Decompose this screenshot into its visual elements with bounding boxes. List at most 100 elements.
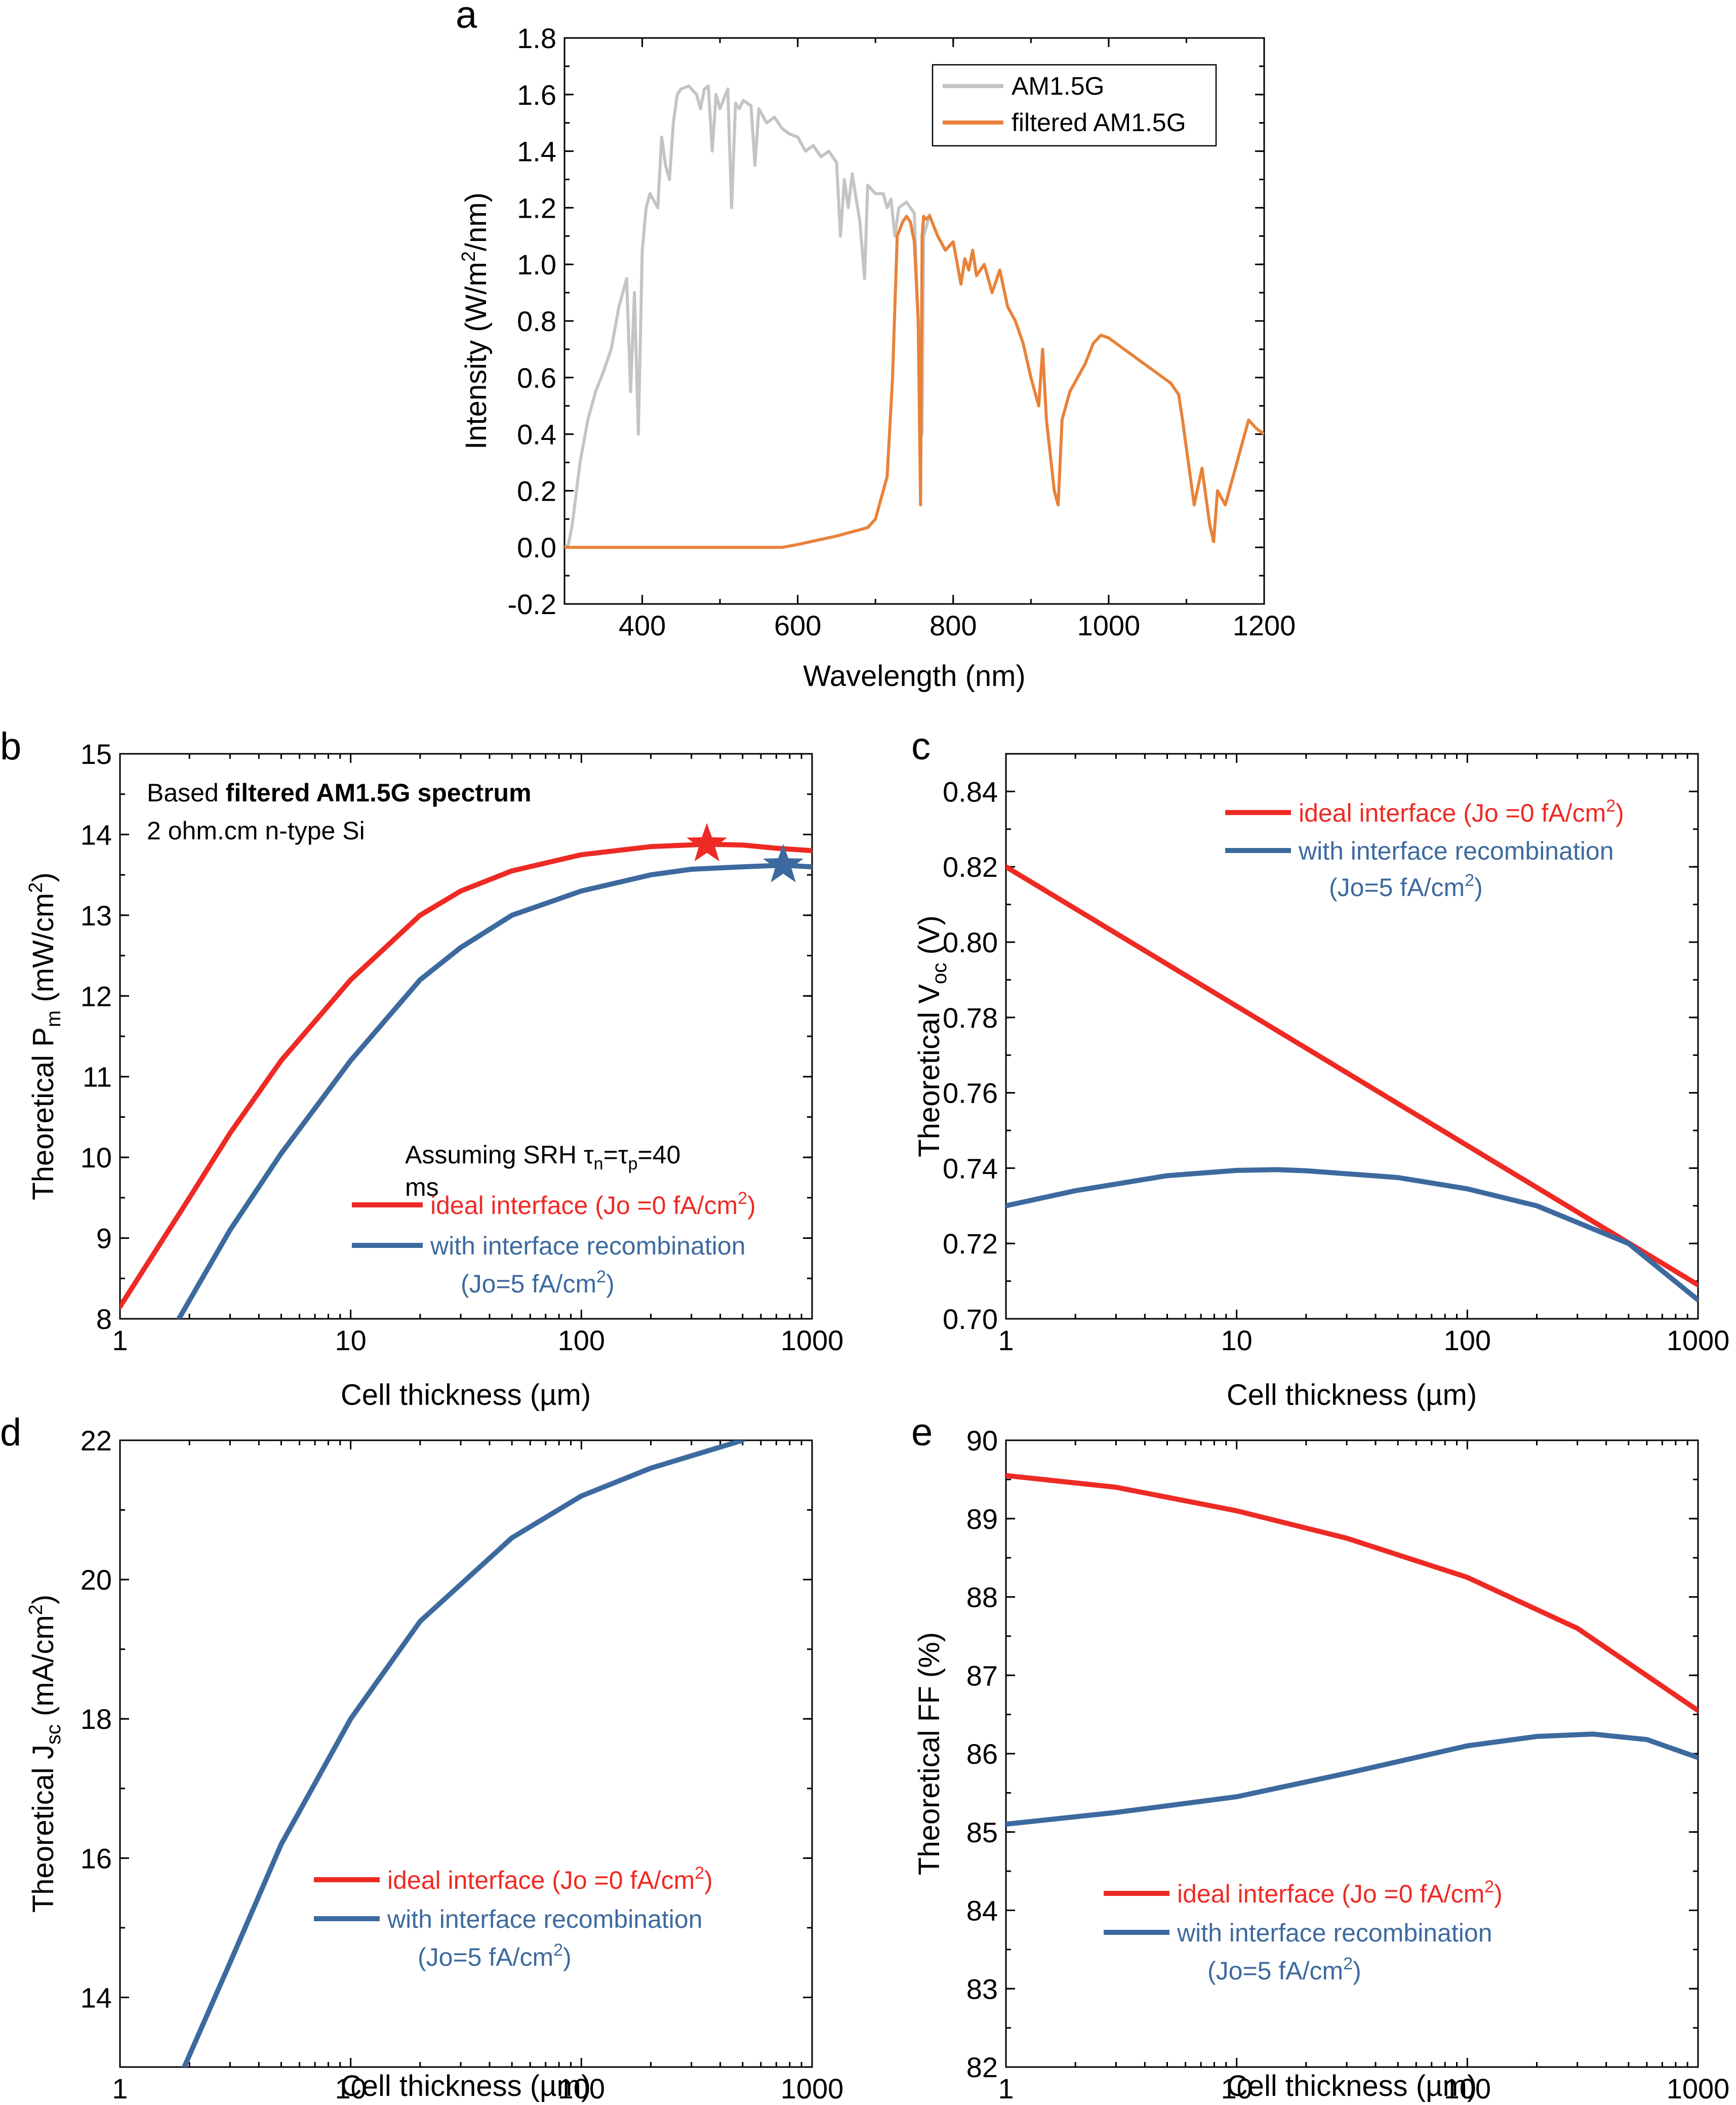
panel-c-plot-frame [1005,753,1699,1320]
y-tick-label: 15 [80,738,112,770]
y-tick-label: 11 [83,1061,112,1093]
panel-e-ideal-interface-line [1006,1473,1698,1713]
y-tick-label: 1.6 [517,79,556,111]
y-tick-label: 0.84 [943,776,998,807]
panel-a-legend: AM1.5G filtered AM1.5G [932,64,1217,147]
panel-e-legend-recomb-jo: (Jo=5 fA/cm2) [1207,1954,1361,1985]
y-tick-label: 16 [80,1842,112,1874]
x-tick-label: 1 [112,1324,128,1356]
panel-b-legend-ideal-label: ideal interface (Jo =0 fA/cm2) [430,1189,756,1220]
panel-b: b 1 10 100 1000 8 9 10 11 12 13 14 15 Based filtere… [0,725,843,1411]
y-tick-label: 0.74 [943,1152,998,1184]
panel-b-letter: b [0,725,21,768]
y-tick-label: 18 [80,1703,112,1735]
panel-e-legend-ideal-label: ideal interface (Jo =0 fA/cm2) [1177,1877,1503,1908]
panel-e-ticks: 1 10 100 1000 82 83 84 85 86 87 88 89 90 [966,1425,1730,2104]
panel-e-letter: e [911,1411,933,1454]
y-tick-label: 8 [96,1303,112,1335]
panel-b-interface-recombination-line [176,863,812,1319]
panel-d-x-axis-label: Cell thickness (µm) [341,2070,591,2102]
x-tick-label: 1000 [1667,1324,1730,1356]
y-tick-label: 0.70 [943,1303,998,1335]
panel-a-letter: a [456,0,477,36]
x-tick-label: 1 [998,2073,1014,2104]
x-tick-label: 10 [1221,2073,1253,2104]
panel-e-y-axis-label: Theoretical FF (%) [913,1632,946,1875]
y-tick-label: 0.72 [943,1228,998,1260]
y-tick-label: 0.76 [943,1077,998,1109]
panel-d-legend-recomb-label: with interface recombination [387,1905,703,1933]
y-tick-label: 9 [96,1223,112,1254]
panel-e-x-axis-label: Cell thickness (µm) [1227,2070,1477,2102]
y-tick-label: 86 [966,1738,998,1770]
panel-c-plot-area [1006,864,1698,1303]
panel-b-note-silicon: 2 ohm.cm n-type Si [147,817,365,845]
y-tick-label: 1.4 [517,136,556,168]
y-tick-label: 20 [80,1564,112,1596]
panel-d-plot-area [182,1440,745,2067]
x-tick-label: 1000 [781,1324,844,1356]
panel-d-legend-ideal-label: ideal interface (Jo =0 fA/cm2) [387,1864,713,1894]
x-tick-label: 100 [558,1324,605,1356]
panel-e-legend-recomb-label: with interface recombination [1177,1919,1492,1947]
x-tick-label: 10 [335,1324,367,1356]
y-tick-label: 1.2 [517,192,556,224]
y-tick-label: 90 [966,1425,998,1456]
y-tick-label: 85 [966,1816,998,1848]
panel-d-legend-recomb-jo: (Jo=5 fA/cm2) [418,1940,572,1971]
x-tick-label: 100 [558,2073,605,2104]
panel-c-y-axis-label: Theoretical Voc (V) [913,915,951,1157]
panel-c-legend-ideal-label: ideal interface (Jo =0 fA/cm2) [1299,796,1624,827]
filtered-am15g-legend-label: filtered AM1.5G [1012,108,1186,137]
y-tick-label: 1.0 [517,249,556,280]
x-tick-label: 100 [1444,2073,1491,2104]
panel-b-ticks: 1 10 100 1000 8 9 10 11 12 13 14 15 [80,738,844,1356]
x-tick-label: 1000 [781,2073,844,2104]
am15g-legend-label: AM1.5G [1012,72,1104,100]
panel-e-legend: ideal interface (Jo =0 fA/cm2) with inte… [1104,1877,1503,1985]
y-tick-label: 0.4 [517,419,556,451]
panel-e: e 1 10 100 1000 82 83 84 85 86 87 88 89 90 ideal int… [911,1411,1729,2104]
y-tick-label: 13 [80,900,112,932]
y-tick-label: 87 [966,1659,998,1691]
y-tick-label: 12 [80,980,112,1012]
x-tick-label: 800 [930,610,977,641]
panel-a-legend-box [932,64,1217,147]
panel-c-ideal-interface-line [1006,864,1698,1287]
panel-c-legend-recomb-jo: (Jo=5 fA/cm2) [1329,871,1483,902]
panel-b-note-srh: Assuming SRH τn=τp=40 [405,1141,680,1173]
panel-c-letter: c [911,725,931,768]
y-tick-label: 22 [80,1425,112,1456]
filtered-am15g-series-line [564,215,1264,549]
panel-c-interface-recombination-line [1006,1167,1698,1303]
panel-b-legend-recomb-jo: (Jo=5 fA/cm2) [461,1267,615,1298]
panel-b-ideal-optimum-star [687,823,728,862]
x-tick-label: 400 [619,610,666,641]
panel-d: d 1 10 100 1000 14 16 18 20 22 ideal interface (… [0,1411,843,2104]
y-tick-label: -0.2 [508,588,557,620]
y-tick-label: 84 [966,1895,998,1927]
panel-e-plot-area [1006,1473,1698,1827]
panel-b-legend-recomb-label: with interface recombination [430,1232,746,1260]
panel-d-y-axis-label: Theoretical Jsc (mA/cm2) [25,1595,65,1913]
y-tick-label: 1.8 [517,22,556,54]
x-tick-label: 10 [335,2073,367,2104]
panel-e-interface-recombination-line [1006,1731,1698,1827]
panel-b-plot-area [120,841,812,1319]
y-tick-label: 0.82 [943,851,998,883]
panel-b-x-axis-label: Cell thickness (µm) [341,1379,591,1411]
panel-d-ticks: 1 10 100 1000 14 16 18 20 22 [80,1425,844,2104]
y-tick-label: 88 [966,1582,998,1613]
y-tick-label: 14 [80,819,112,851]
panel-c: c 1 10 100 1000 0.70 0.72 0.74 0.76 0.78 0.80 0.82… [911,725,1729,1411]
panel-b-note-spectrum: Based filtered AM1.5G spectrum [147,779,532,807]
y-tick-label: 0.78 [943,1002,998,1034]
y-tick-label: 89 [966,1503,998,1535]
y-tick-label: 0.8 [517,305,556,337]
panel-b-recombination-optimum-star [763,844,803,882]
panel-c-x-axis-label: Cell thickness (µm) [1227,1379,1477,1411]
panel-a-x-axis-label: Wavelength (nm) [803,660,1025,693]
panel-d-legend: ideal interface (Jo =0 fA/cm2) with inte… [314,1864,713,1971]
panel-c-legend: ideal interface (Jo =0 fA/cm2) with inte… [1225,796,1624,902]
